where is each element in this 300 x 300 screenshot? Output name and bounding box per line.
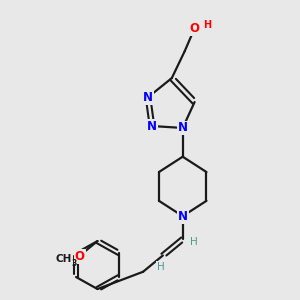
- Text: H: H: [190, 237, 197, 247]
- Text: H: H: [203, 20, 211, 30]
- Text: N: N: [178, 210, 188, 223]
- Text: N: N: [143, 91, 153, 104]
- Text: 3: 3: [71, 259, 76, 268]
- Text: N: N: [178, 122, 188, 134]
- Text: O: O: [75, 250, 85, 263]
- Text: H: H: [157, 262, 165, 272]
- Text: CH: CH: [56, 254, 72, 264]
- Text: O: O: [190, 22, 200, 35]
- Text: N: N: [147, 119, 157, 133]
